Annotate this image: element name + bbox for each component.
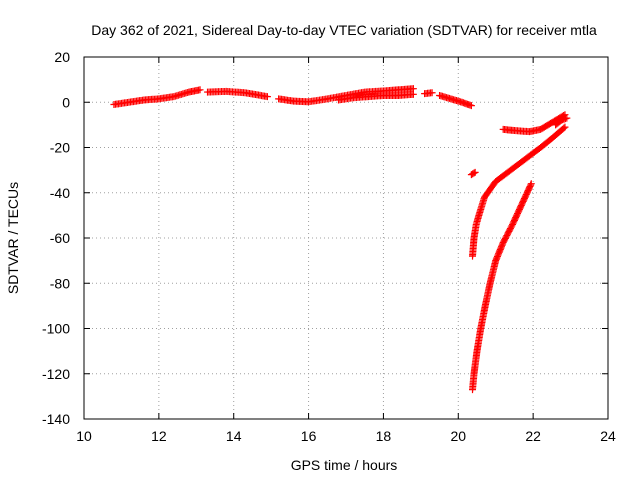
y-tick-label: -120 (42, 366, 70, 382)
x-tick-label: 16 (301, 428, 317, 444)
x-tick-label: 22 (525, 428, 541, 444)
y-axis-label: SDTVAR / TECUs (5, 182, 21, 294)
chart-title: Day 362 of 2021, Sidereal Day-to-day VTE… (91, 22, 597, 38)
x-axis-label: GPS time / hours (291, 457, 398, 473)
y-tick-label: -100 (42, 321, 70, 337)
y-tick-label: -60 (50, 230, 70, 246)
x-tick-label: 24 (600, 428, 616, 444)
y-tick-label: -80 (50, 275, 70, 291)
chart-container: Day 362 of 2021, Sidereal Day-to-day VTE… (0, 0, 640, 480)
chart-background (0, 0, 640, 480)
y-tick-label: -40 (50, 185, 70, 201)
x-tick-label: 14 (226, 428, 242, 444)
y-tick-label: -20 (50, 140, 70, 156)
x-tick-label: 12 (151, 428, 167, 444)
x-tick-label: 18 (376, 428, 392, 444)
y-tick-label: 20 (54, 49, 70, 65)
x-tick-label: 10 (76, 428, 92, 444)
chart-svg: Day 362 of 2021, Sidereal Day-to-day VTE… (0, 0, 640, 480)
x-tick-label: 20 (450, 428, 466, 444)
y-tick-label: -140 (42, 411, 70, 427)
y-tick-label: 0 (62, 94, 70, 110)
